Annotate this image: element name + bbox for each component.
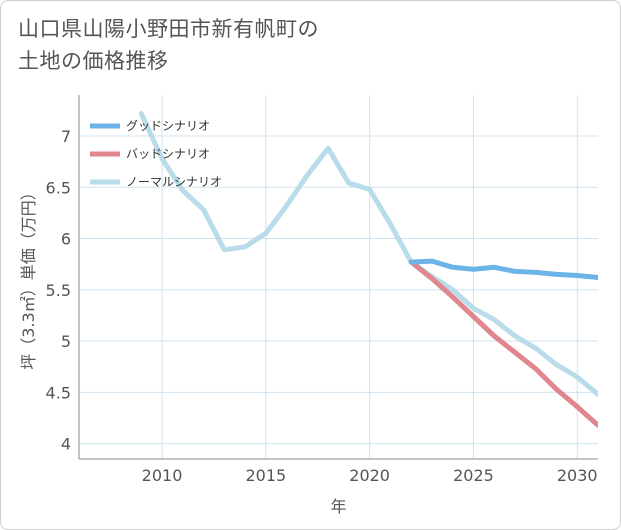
x-tick-label: 2025 (453, 466, 494, 485)
x-tick-label: 2030 (557, 466, 598, 485)
y-axis-label: 坪（3.3㎡）単価（万円） (19, 184, 38, 369)
legend-label-good: グッドシナリオ (126, 119, 210, 133)
y-tick-label: 4.5 (46, 383, 71, 402)
plot-area (79, 95, 598, 459)
y-tick-label: 5 (61, 332, 71, 351)
axes: 2010 2015 2020 2025 2030 4 4.5 5 5.5 6 6.5 7 年 坪（3.3㎡… (19, 95, 598, 516)
x-axis-label: 年 (330, 497, 346, 516)
series-line-normal (138, 111, 598, 397)
plot-background (79, 95, 598, 459)
y-tick-label: 5.5 (46, 281, 71, 300)
chart-title-line-2: 土地の価格推移 (18, 49, 169, 73)
series-line-good (408, 258, 598, 280)
y-tick-label: 7 (61, 127, 71, 146)
y-tick-label: 6.5 (46, 178, 71, 197)
legend-label-bad: バッドシナリオ (126, 147, 210, 161)
x-tick-label: 2020 (349, 466, 390, 485)
x-tick-label: 2010 (142, 466, 183, 485)
legend-label-normal: ノーマルシナリオ (126, 175, 222, 189)
series-lines (138, 111, 598, 428)
chart-title-line-1: 山口県山陽小野田市新有帆町の (18, 17, 319, 41)
x-tick-label: 2015 (245, 466, 286, 485)
y-tick-label: 6 (61, 230, 71, 249)
series-line-bad (408, 259, 598, 428)
chart-title: 山口県山陽小野田市新有帆町の 土地の価格推移 (18, 13, 319, 77)
y-tick-label: 4 (61, 435, 71, 454)
